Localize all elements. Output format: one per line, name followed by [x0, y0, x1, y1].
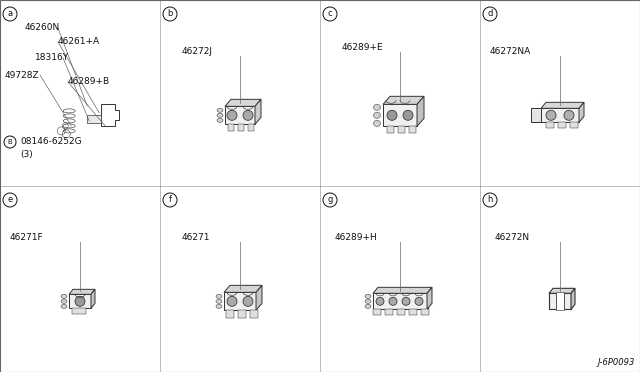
Text: h: h	[487, 196, 493, 205]
Text: 46271F: 46271F	[10, 234, 44, 243]
Polygon shape	[427, 287, 432, 310]
Text: 46289+H: 46289+H	[335, 234, 378, 243]
Polygon shape	[224, 285, 262, 292]
Ellipse shape	[374, 112, 381, 118]
Text: 46261+A: 46261+A	[58, 38, 100, 46]
Circle shape	[243, 110, 253, 120]
Bar	[546, 122, 554, 128]
Ellipse shape	[217, 118, 223, 122]
Polygon shape	[91, 289, 95, 308]
Bar	[226, 310, 234, 318]
Circle shape	[387, 110, 397, 120]
Polygon shape	[373, 287, 432, 293]
Text: J-6P0093: J-6P0093	[598, 358, 635, 367]
Ellipse shape	[61, 304, 67, 308]
Polygon shape	[549, 288, 575, 293]
Text: b: b	[167, 10, 173, 19]
Bar	[69, 294, 91, 308]
Polygon shape	[256, 285, 262, 310]
Bar	[409, 126, 416, 133]
Text: e: e	[8, 196, 13, 205]
Polygon shape	[69, 289, 95, 294]
Polygon shape	[383, 96, 424, 104]
Bar	[72, 308, 86, 314]
Text: 46272J: 46272J	[182, 48, 213, 57]
Bar	[228, 124, 234, 131]
Polygon shape	[225, 99, 261, 106]
Bar	[398, 126, 405, 133]
Bar	[238, 124, 244, 131]
Polygon shape	[255, 99, 261, 124]
Ellipse shape	[374, 120, 381, 126]
Bar	[549, 293, 571, 310]
Bar	[238, 310, 246, 318]
Bar	[373, 293, 428, 310]
Ellipse shape	[216, 304, 222, 308]
Text: B: B	[8, 139, 12, 145]
Polygon shape	[571, 288, 575, 310]
Ellipse shape	[374, 104, 381, 110]
Bar	[409, 310, 417, 315]
Bar	[250, 310, 258, 318]
Bar	[383, 104, 417, 126]
Text: 08146-6252G: 08146-6252G	[20, 138, 82, 147]
Polygon shape	[541, 102, 584, 108]
Ellipse shape	[365, 304, 371, 308]
Text: 46272N: 46272N	[495, 234, 530, 243]
Bar	[556, 292, 564, 310]
Bar	[224, 292, 256, 310]
Circle shape	[75, 296, 85, 306]
Text: 18316Y: 18316Y	[35, 54, 69, 62]
Circle shape	[403, 110, 413, 120]
Text: 49728Z: 49728Z	[5, 71, 40, 80]
Ellipse shape	[365, 299, 371, 303]
Text: (3): (3)	[20, 150, 33, 158]
Bar	[397, 310, 405, 315]
Text: c: c	[328, 10, 332, 19]
Bar	[541, 108, 579, 122]
Ellipse shape	[216, 294, 222, 298]
Text: g: g	[327, 196, 333, 205]
Circle shape	[564, 110, 574, 120]
Ellipse shape	[61, 299, 67, 303]
Ellipse shape	[365, 294, 371, 298]
Polygon shape	[579, 102, 584, 122]
Text: 46289+E: 46289+E	[342, 44, 383, 52]
Circle shape	[415, 297, 423, 305]
Bar	[531, 108, 541, 122]
Bar	[558, 122, 566, 128]
Circle shape	[546, 110, 556, 120]
Bar	[570, 122, 578, 128]
Circle shape	[402, 297, 410, 305]
Text: d: d	[487, 10, 493, 19]
Bar	[373, 310, 381, 315]
Ellipse shape	[216, 299, 222, 303]
Bar	[87, 115, 101, 123]
Circle shape	[243, 296, 253, 306]
Circle shape	[389, 297, 397, 305]
Text: 46271: 46271	[182, 234, 211, 243]
Bar	[248, 124, 254, 131]
Text: a: a	[8, 10, 13, 19]
Bar	[387, 126, 394, 133]
Ellipse shape	[217, 108, 223, 112]
Circle shape	[227, 296, 237, 306]
Ellipse shape	[61, 294, 67, 298]
Ellipse shape	[217, 113, 223, 117]
Text: 46260N: 46260N	[25, 23, 60, 32]
Circle shape	[227, 110, 237, 120]
Bar	[385, 310, 393, 315]
Text: 46272NA: 46272NA	[490, 48, 531, 57]
Text: 46289+B: 46289+B	[68, 77, 110, 87]
Text: f: f	[168, 196, 172, 205]
Polygon shape	[417, 96, 424, 126]
Circle shape	[376, 297, 384, 305]
Bar	[225, 106, 255, 124]
Bar	[421, 310, 429, 315]
